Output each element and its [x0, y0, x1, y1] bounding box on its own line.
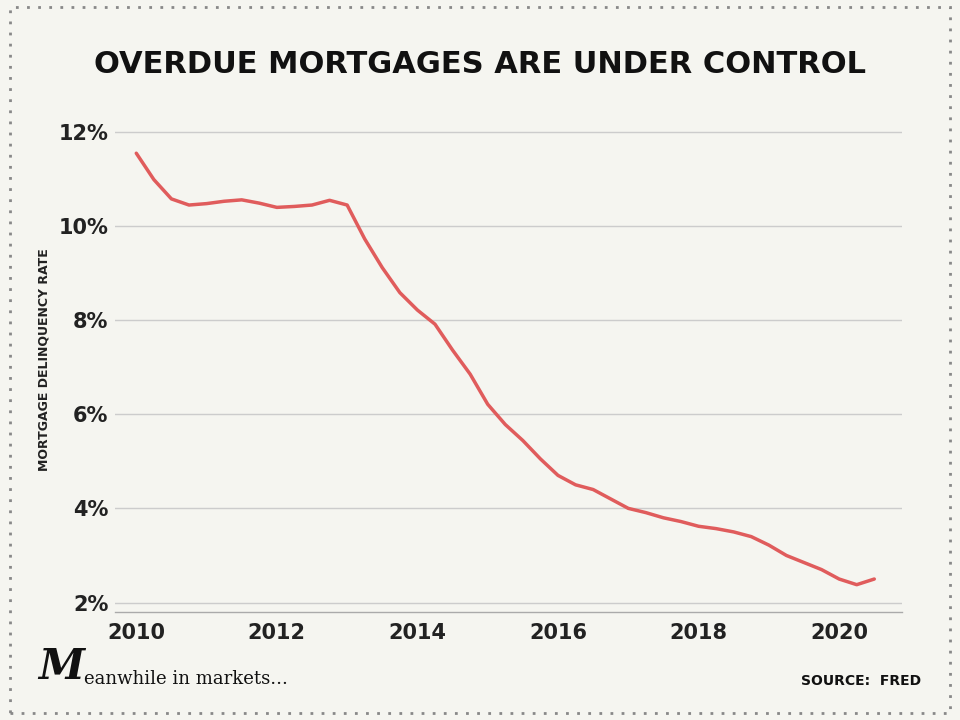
Text: SOURCE:  FRED: SOURCE: FRED [802, 674, 922, 688]
Y-axis label: MORTGAGE DELINQUENCY RATE: MORTGAGE DELINQUENCY RATE [38, 248, 51, 472]
Text: M: M [38, 646, 84, 688]
Text: eanwhile in markets...: eanwhile in markets... [84, 670, 287, 688]
Text: OVERDUE MORTGAGES ARE UNDER CONTROL: OVERDUE MORTGAGES ARE UNDER CONTROL [94, 50, 866, 79]
